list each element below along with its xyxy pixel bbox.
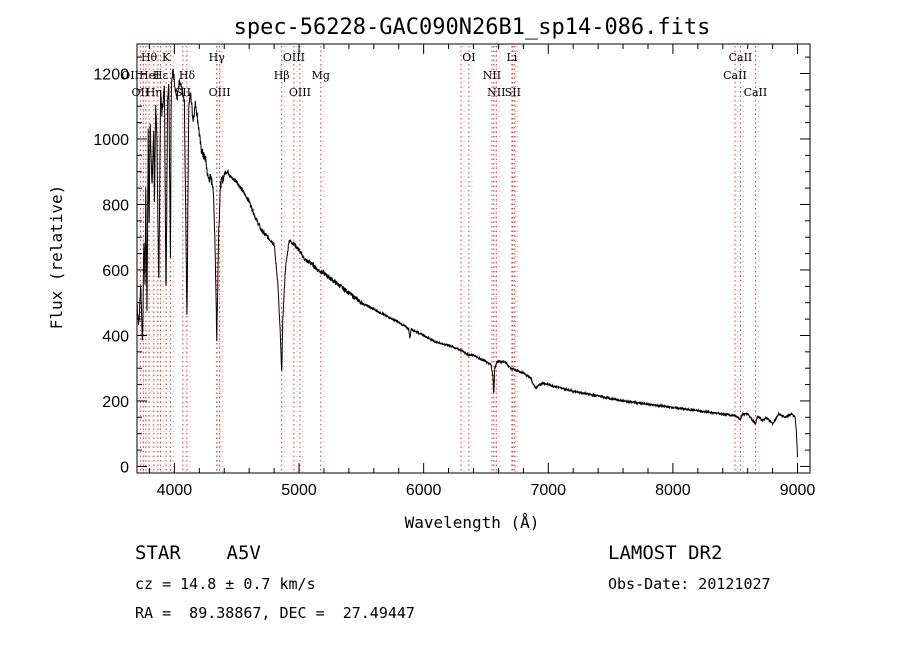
y-tick-label: 200 (102, 394, 129, 411)
line-label: Hθ (141, 51, 158, 64)
line-label: NII (483, 69, 501, 82)
coordinates: RA = 89.38867, DEC = 27.49447 (135, 604, 415, 622)
observation-date: Obs-Date: 20121027 (608, 575, 771, 593)
y-tick-label: 1000 (93, 132, 129, 149)
y-tick-label: 1200 (93, 66, 129, 83)
chart-title: spec-56228-GAC090N26B1_sp14-086.fits (234, 15, 711, 40)
x-tick-label: 5000 (281, 482, 317, 499)
x-tick-label: 4000 (157, 482, 193, 499)
line-label: Hε (153, 69, 169, 82)
line-label: SII (505, 86, 521, 99)
y-tick-label: 600 (102, 263, 129, 280)
line-label: Mg (312, 69, 330, 82)
y-tick-label: 400 (102, 328, 129, 345)
line-label: Hγ (209, 51, 226, 64)
x-tick-label: 9000 (780, 482, 816, 499)
line-label: Li (506, 51, 517, 64)
line-label: OIII (289, 86, 311, 99)
y-tick-label: 0 (120, 459, 129, 476)
line-label: CaII (744, 86, 768, 99)
emission-line-markers (139, 46, 759, 473)
plot-frame (136, 43, 811, 474)
line-label: OIIHeI (121, 69, 159, 82)
x-tick-label: 8000 (655, 482, 691, 499)
y-axis-label: Flux (relative) (47, 185, 66, 330)
x-tick-label: 7000 (530, 482, 566, 499)
x-tick-label: 6000 (406, 482, 442, 499)
survey-name: LAMOST DR2 (608, 542, 723, 564)
line-label: K (162, 51, 171, 64)
line-label: OIII (283, 51, 305, 64)
spectrum-series (136, 68, 798, 458)
line-label: Hη (146, 86, 162, 99)
line-label: OII (132, 86, 150, 99)
line-label: Hδ (179, 69, 196, 82)
line-label: OI (462, 51, 475, 64)
series-layer (136, 68, 798, 458)
line-label: CaII (723, 69, 747, 82)
line-label: CaII (729, 51, 753, 64)
line-label: OIII (209, 86, 231, 99)
line-label: NII (487, 86, 505, 99)
axes: 4000 5000 6000 7000 8000 9000 0 200 400 600 800 100… (93, 44, 815, 499)
line-label: Hβ (274, 69, 290, 82)
object-class: STAR A5V (135, 542, 261, 564)
redshift-velocity: cz = 14.8 ± 0.7 km/s (135, 575, 316, 593)
y-tick-label: 800 (102, 197, 129, 214)
x-axis-label: Wavelength (Å) (405, 513, 540, 532)
